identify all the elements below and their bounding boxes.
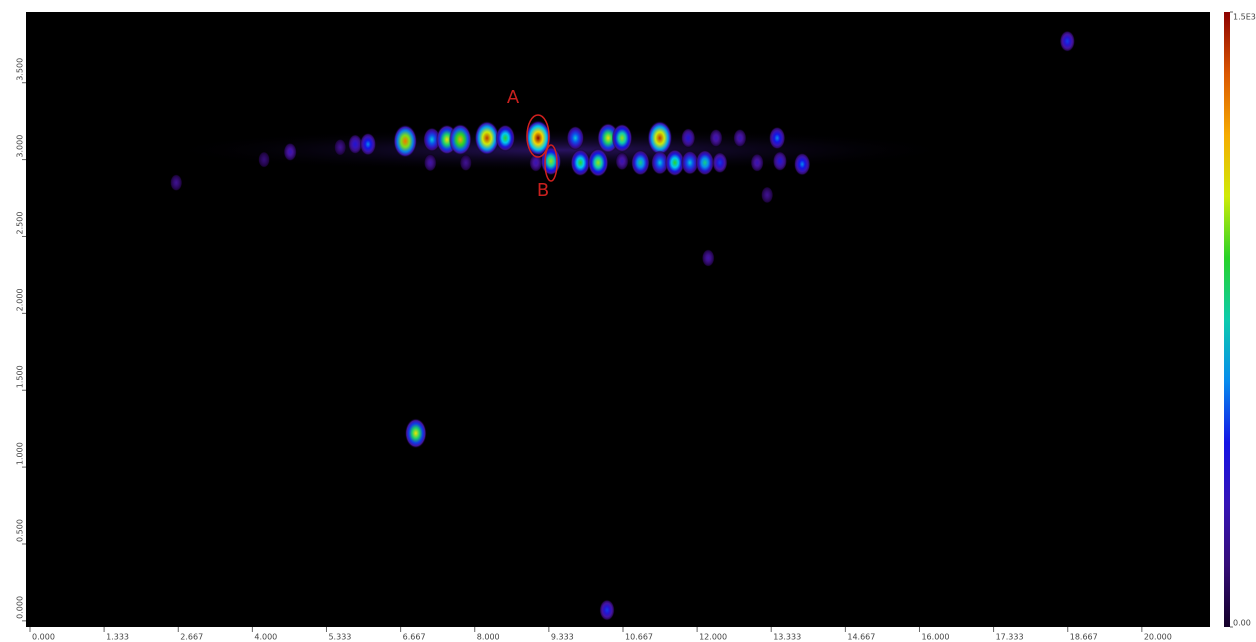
y-tick-label: 2.000 (16, 288, 25, 311)
peak (695, 149, 715, 176)
annotation-label: B (537, 180, 549, 201)
y-tick-label: 2.500 (16, 212, 25, 235)
peak (495, 124, 516, 152)
peak (665, 149, 685, 177)
peak (772, 151, 788, 172)
peak (712, 152, 728, 174)
colorbar-label: 0.00 (1233, 619, 1251, 628)
x-tick-label: 8.000 (477, 633, 500, 642)
x-tick-label: 16.000 (921, 633, 949, 642)
annotation-circle (544, 144, 558, 182)
colorbar-label: 1.5E3 (1233, 13, 1256, 22)
peak (459, 154, 472, 172)
peak (599, 599, 615, 621)
y-tick-label: 0.500 (16, 519, 25, 542)
x-tick-label: 18.667 (1070, 633, 1098, 642)
peak (525, 120, 552, 157)
x-tick-label: 9.333 (551, 633, 574, 642)
peak (348, 134, 363, 155)
peak (448, 123, 472, 156)
x-tick-label: 17.333 (996, 633, 1024, 642)
x-tick-label: 4.000 (254, 633, 277, 642)
peak (587, 148, 609, 178)
peak (529, 153, 543, 172)
peak (733, 128, 747, 148)
y-tick-label: 1.000 (16, 442, 25, 465)
peak (701, 249, 715, 267)
peak (423, 127, 441, 152)
peak (647, 120, 673, 156)
peak (334, 138, 347, 156)
peak (359, 132, 377, 156)
x-tick-label: 0.000 (32, 633, 55, 642)
peak (404, 418, 427, 449)
peak (423, 153, 437, 172)
y-tick-label: 0.000 (16, 596, 25, 619)
x-tick-label: 14.667 (847, 633, 875, 642)
plot-area (26, 12, 1210, 627)
peak (761, 186, 774, 204)
peak (393, 124, 418, 158)
x-tick-label: 20.000 (1144, 633, 1172, 642)
peak (750, 153, 764, 172)
peak (615, 151, 629, 171)
x-tick-label: 10.667 (625, 633, 653, 642)
peak (540, 146, 562, 176)
y-tick-label: 3.000 (16, 135, 25, 158)
x-tick-label: 1.333 (106, 633, 129, 642)
x-tick-label: 5.333 (328, 633, 351, 642)
y-tick-label: 1.500 (16, 365, 25, 388)
peak (1059, 30, 1076, 52)
y-tick-label: 3.500 (16, 58, 25, 81)
colorbar (1224, 12, 1230, 627)
peak (170, 174, 183, 192)
peak (474, 120, 500, 156)
x-tick-label: 12.000 (699, 633, 727, 642)
peak (570, 149, 591, 177)
peak (681, 150, 699, 175)
annotation-circle (526, 114, 550, 158)
peak (283, 142, 297, 162)
annotation-label: A (507, 87, 520, 108)
x-tick-label: 6.667 (403, 633, 426, 642)
peak (631, 149, 650, 176)
peak (793, 152, 811, 176)
peak (651, 150, 669, 175)
peak (611, 123, 633, 153)
peak (681, 128, 696, 149)
peak (258, 151, 270, 168)
peak (566, 125, 585, 151)
x-tick-label: 2.667 (180, 633, 203, 642)
peak (709, 128, 723, 148)
x-tick-label: 13.333 (773, 633, 801, 642)
peak (768, 126, 786, 150)
